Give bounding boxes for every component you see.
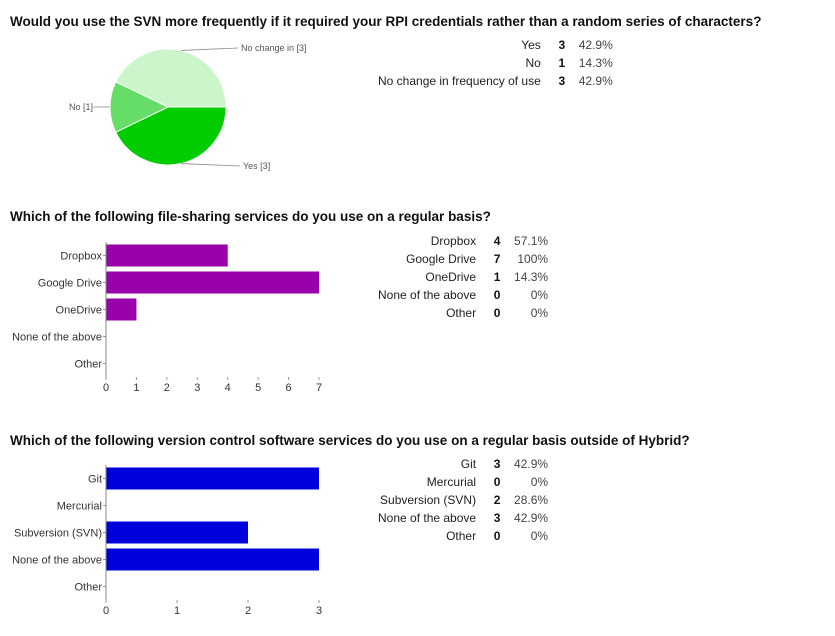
x-tick-label: 3 — [316, 605, 322, 617]
x-tick-label: 3 — [194, 382, 200, 394]
stats-label: OneDrive — [425, 270, 477, 284]
stats-row: Other 0 0% — [378, 304, 548, 322]
category-label: OneDrive — [56, 305, 102, 317]
stats-label: Mercurial — [426, 475, 477, 489]
stats-percent: 0% — [530, 306, 549, 320]
category-label: None of the above — [12, 332, 102, 344]
stats-label: Other — [446, 306, 477, 320]
stats-percent: 0% — [530, 529, 549, 543]
stats-percent: 14.3% — [578, 56, 613, 70]
question-1-stats: Yes 3 42.9% No 1 14.3% No change in freq… — [378, 36, 613, 90]
stats-row: No 1 14.3% — [378, 54, 613, 72]
stats-percent: 14.3% — [514, 270, 549, 284]
stats-percent: 42.9% — [578, 38, 613, 52]
stats-row: Yes 3 42.9% — [378, 36, 613, 54]
stats-row: Mercurial 0 0% — [378, 473, 548, 491]
pie-leader-line — [180, 163, 241, 167]
stats-label: Subversion (SVN) — [380, 493, 477, 507]
question-3-stats: Git 3 42.9% Mercurial 0 0% Subversion (S… — [378, 455, 548, 545]
stats-row: Subversion (SVN) 2 28.6% — [378, 491, 548, 509]
category-label: Subversion (SVN) — [14, 528, 102, 540]
stats-label: Git — [460, 457, 477, 471]
stats-count: 1 — [493, 270, 501, 284]
stats-count: 0 — [493, 475, 501, 489]
stats-row: OneDrive 1 14.3% — [378, 268, 548, 286]
data-bar — [106, 548, 319, 571]
category-label: Google Drive — [38, 278, 102, 290]
stats-percent: 42.9% — [514, 511, 549, 525]
category-label: Other — [74, 582, 102, 594]
pie-slice-label: No [1] — [69, 102, 93, 112]
pie-slice — [115, 106, 227, 166]
stats-label: Yes — [521, 38, 541, 52]
question-3-title: Which of the following version control s… — [10, 433, 690, 448]
x-tick-label: 1 — [174, 605, 180, 617]
stats-count: 0 — [493, 306, 501, 320]
x-tick-label: 1 — [133, 382, 139, 394]
stats-count: 3 — [493, 511, 501, 525]
stats-row: Other 0 0% — [378, 527, 548, 545]
question-2-stats: Dropbox 4 57.1% Google Drive 7 100% OneD… — [378, 232, 548, 322]
stats-row: Google Drive 7 100% — [378, 250, 548, 268]
x-tick-label: 6 — [286, 382, 292, 394]
category-label: Git — [88, 474, 102, 486]
stats-row: None of the above 3 42.9% — [378, 509, 548, 527]
stats-label: No — [525, 56, 541, 70]
stats-count: 4 — [493, 234, 501, 248]
stats-percent: 0% — [530, 475, 549, 489]
category-label: None of the above — [12, 555, 102, 567]
pie-leader-line — [180, 47, 239, 51]
pie-slice — [115, 48, 227, 108]
x-tick-label: 2 — [164, 382, 170, 394]
stats-label: Other — [446, 529, 477, 543]
stats-row: No change in frequency of use 3 42.9% — [378, 72, 613, 90]
stats-percent: 42.9% — [578, 74, 613, 88]
stats-percent: 0% — [530, 288, 549, 302]
stats-percent: 42.9% — [514, 457, 549, 471]
stats-count: 2 — [493, 493, 501, 507]
stats-percent: 100% — [517, 252, 549, 266]
stats-row: Dropbox 4 57.1% — [378, 232, 548, 250]
question-2-title: Which of the following file-sharing serv… — [10, 209, 491, 224]
stats-count: 0 — [493, 529, 501, 543]
stats-count: 3 — [558, 74, 566, 88]
x-tick-label: 0 — [103, 382, 109, 394]
stats-count: 3 — [493, 457, 501, 471]
stats-percent: 57.1% — [514, 234, 549, 248]
x-tick-label: 5 — [255, 382, 261, 394]
stats-row: None of the above 0 0% — [378, 286, 548, 304]
stats-label: None of the above — [378, 288, 477, 302]
data-bar — [106, 467, 319, 490]
x-tick-label: 2 — [245, 605, 251, 617]
data-bar — [106, 244, 228, 267]
x-tick-label: 4 — [225, 382, 231, 394]
category-label: Mercurial — [57, 501, 102, 513]
stats-label: Google Drive — [406, 252, 477, 266]
stats-row: Git 3 42.9% — [378, 455, 548, 473]
x-tick-label: 0 — [103, 605, 109, 617]
stats-count: 0 — [493, 288, 501, 302]
stats-label: No change in frequency of use — [378, 74, 541, 88]
data-bar — [106, 521, 248, 544]
data-bar — [106, 271, 319, 294]
question-1-title: Would you use the SVN more frequently if… — [10, 14, 762, 29]
x-tick-label: 7 — [316, 382, 322, 394]
category-label: Dropbox — [60, 251, 102, 263]
stats-count: 3 — [558, 38, 566, 52]
stats-percent: 28.6% — [514, 493, 549, 507]
category-label: Other — [74, 359, 102, 371]
stats-count: 1 — [558, 56, 566, 70]
stats-label: None of the above — [378, 511, 477, 525]
data-bar — [106, 298, 137, 321]
stats-count: 7 — [493, 252, 501, 266]
stats-label: Dropbox — [430, 234, 477, 248]
pie-slice-label: No change in [3] — [241, 43, 307, 53]
pie-slice-label: Yes [3] — [243, 161, 270, 171]
pie-slice — [109, 81, 170, 133]
